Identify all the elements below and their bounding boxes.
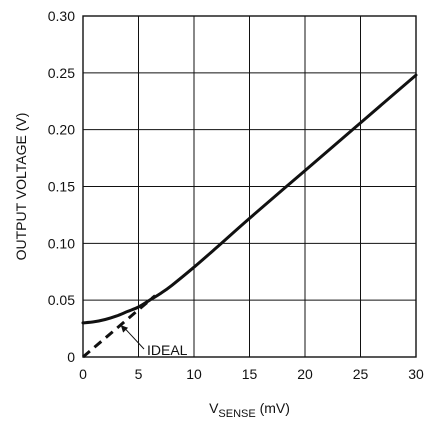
- annotations: IDEAL: [120, 325, 188, 358]
- x-tick-label: 20: [297, 366, 313, 382]
- ideal-line: [82, 294, 157, 359]
- plot-frame: [82, 15, 417, 358]
- x-tick-label: 10: [186, 366, 202, 382]
- x-tick-label: 30: [408, 366, 424, 382]
- x-tick-label: 15: [242, 366, 258, 382]
- tick-labels: 0 5 10 15 20 25 30 0 0.05 0.10 0.15 0.20 0.25 0.30: [48, 8, 424, 382]
- y-tick-label: 0.20: [48, 122, 75, 138]
- x-axis-label: VSENSE (mV): [209, 400, 290, 420]
- y-tick-label: 0.15: [48, 179, 75, 195]
- y-tick-label: 0.10: [48, 235, 75, 251]
- x-axis-label-subscript: SENSE: [218, 408, 255, 420]
- x-tick-label: 0: [79, 366, 87, 382]
- output-voltage-curve: [81, 73, 418, 325]
- x-axis-label-unit: (mV): [256, 400, 290, 416]
- x-axis-label-main: V: [209, 400, 219, 416]
- ideal-annotation-arrowhead: [120, 325, 129, 333]
- series-layer: [81, 73, 418, 359]
- ideal-annotation-label: IDEAL: [147, 342, 188, 358]
- y-axis-label: OUTPUT VOLTAGE (V): [13, 113, 29, 261]
- x-tick-label: 5: [135, 366, 143, 382]
- x-tick-label: 25: [353, 366, 369, 382]
- grid: [83, 16, 416, 357]
- y-tick-label: 0.30: [48, 8, 75, 24]
- y-tick-label: 0: [67, 349, 75, 365]
- ideal-annotation-arrow-line: [123, 326, 145, 350]
- y-tick-label: 0.05: [48, 292, 75, 308]
- y-tick-label: 0.25: [48, 65, 75, 81]
